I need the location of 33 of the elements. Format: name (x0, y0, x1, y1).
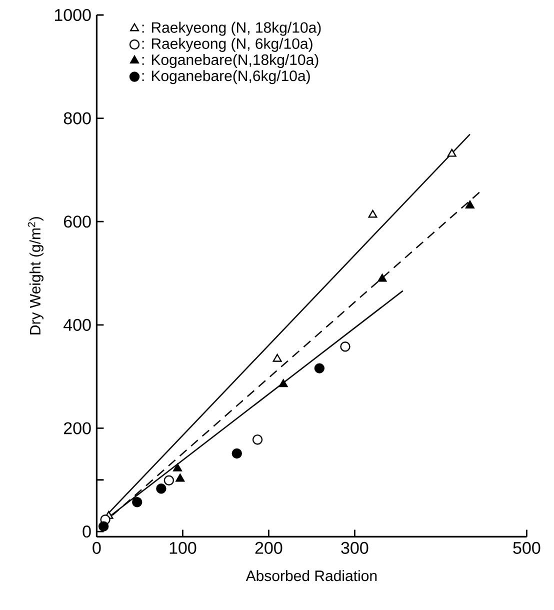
point (164, 475, 174, 486)
point (173, 463, 182, 472)
legend-label: : Koganebare(N,6kg/10a) (142, 70, 310, 84)
point (98, 521, 109, 532)
point (278, 379, 288, 388)
point (340, 342, 350, 352)
y-tick-label: 1000 (54, 8, 91, 22)
point (232, 448, 242, 459)
point (368, 210, 378, 218)
y-tick-label: 800 (64, 112, 91, 124)
point (252, 434, 263, 445)
x-tick-label: 200 (255, 542, 282, 554)
x-axis-title: Absorbed Radiation (246, 570, 377, 582)
point (272, 354, 282, 362)
point (156, 484, 166, 494)
y-tick-label: 200 (64, 422, 91, 434)
x-tick-label: 100 (170, 542, 196, 554)
y-tick-label: 600 (64, 216, 91, 228)
legend-label: : Koganebare(N,18kg/10a) (142, 54, 318, 68)
y-axis-title: Dry Weight (g/m$^{2}$) (28, 217, 44, 334)
y-tick-label: 0 (82, 526, 91, 538)
point (176, 474, 185, 482)
point (378, 274, 387, 282)
legend-label: : Raekyeong (N, 6kg/10a) (142, 38, 312, 52)
y-tick-label: 400 (64, 318, 91, 331)
x-tick-label: 500 (513, 542, 540, 554)
x-tick-label: 300 (341, 542, 368, 554)
legend-label: : Raekyeong (N, 18kg/10a) (142, 22, 321, 36)
point (314, 363, 325, 374)
point (465, 200, 474, 208)
point (132, 496, 142, 508)
x-tick-label: 0 (92, 542, 101, 554)
point (447, 148, 456, 157)
